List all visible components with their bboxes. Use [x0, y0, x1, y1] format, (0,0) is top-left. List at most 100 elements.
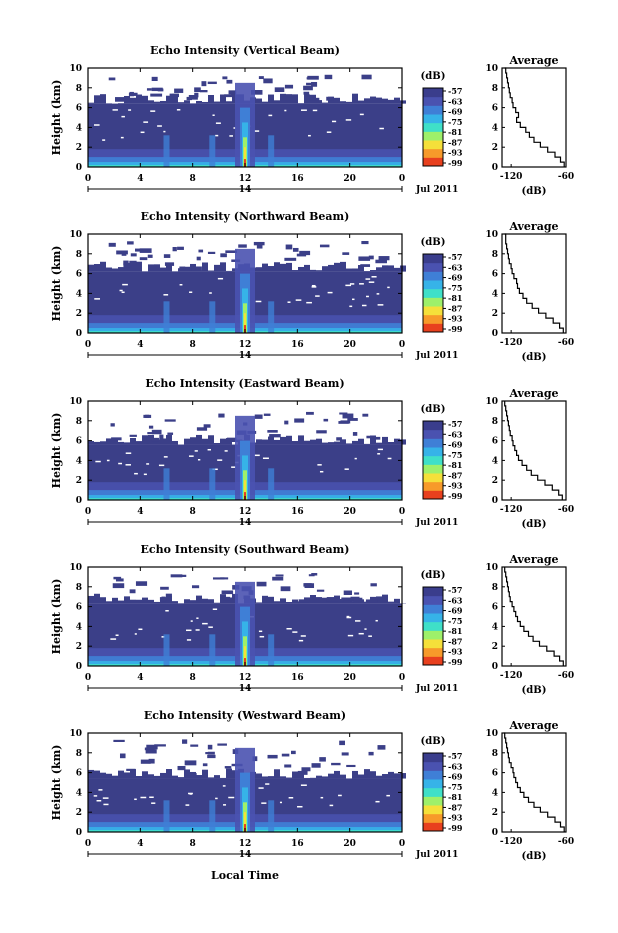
gap-cell [202, 623, 208, 625]
echo-top-cell [130, 438, 136, 445]
gap-cell [208, 449, 211, 451]
y-tick-label: 4 [76, 788, 82, 798]
colorbar-segment [423, 753, 443, 762]
echo-cell [285, 85, 293, 89]
echo-cell [208, 252, 215, 254]
colorbar-tick-label: -87 [448, 802, 462, 812]
echo-top-cell [178, 777, 184, 778]
gap-cell [359, 283, 364, 285]
echo-top-cell [178, 102, 184, 103]
y-tick-label: 4 [76, 289, 82, 299]
echo-top-cell [268, 597, 274, 604]
echo-cell [293, 248, 299, 252]
colorbar-tick-label: -69 [448, 606, 463, 616]
gap-cell [345, 468, 349, 470]
colorbar-tick-label: -63 [448, 595, 463, 605]
echo-cell [325, 75, 333, 79]
echo-cell [369, 752, 374, 755]
echo-top-cell [196, 101, 202, 104]
echo-top-cell [208, 599, 214, 603]
panel-5: Echo Intensity (Westward Beam)1086420Hei… [50, 709, 574, 862]
echo-top-cell [184, 599, 190, 603]
echo-top-cell [400, 265, 406, 271]
echo-cell [379, 256, 390, 260]
echo-top-cell [142, 598, 148, 604]
echo-cell [339, 412, 347, 414]
echo-top-cell [148, 774, 154, 778]
date-day: 14 [239, 351, 252, 361]
gap-cell [359, 633, 364, 635]
gap-cell [355, 620, 360, 622]
gap-cell [375, 801, 379, 803]
x-tick-label: 0 [399, 174, 405, 184]
gap-cell [189, 455, 194, 457]
echo-top-cell [382, 265, 388, 271]
echo-top-cell [262, 776, 268, 778]
echo-top-cell [196, 435, 202, 445]
bump [164, 468, 170, 500]
echo-top-cell [388, 602, 394, 604]
y-tick-label: 2 [76, 143, 82, 153]
echo-cell [179, 267, 185, 270]
colorbar-segment [423, 464, 443, 473]
gap-cell [377, 453, 380, 455]
gap-cell [121, 116, 125, 118]
avg-x-tick-label: -60 [558, 837, 574, 847]
avg-y-tick-label: 10 [485, 729, 498, 739]
gap-cell [216, 122, 221, 124]
echo-cell [342, 752, 349, 755]
colorbar-segment [423, 315, 443, 324]
echo-top-cell [346, 443, 352, 444]
echo-cell [378, 745, 386, 750]
bump [268, 800, 274, 832]
echo-top-cell [202, 102, 208, 104]
colorbar-tick-label: -93 [448, 647, 463, 657]
echo-top-cell [310, 778, 316, 779]
colorbar-tick-label: -75 [448, 117, 462, 127]
echo-top-cell [106, 268, 112, 272]
echo-top-cell [184, 439, 190, 445]
gap-cell [122, 292, 125, 294]
echo-cell [362, 414, 368, 417]
x-tick-label: 16 [291, 673, 304, 683]
colorbar-tick-label: -69 [448, 107, 463, 117]
colorbar-tick-label: -63 [448, 262, 463, 272]
echo-top-cell [160, 773, 166, 779]
colorbar-tick-label: -81 [448, 792, 462, 802]
gap-cell [180, 284, 183, 286]
gap-cell [347, 616, 350, 618]
echo-cell [123, 261, 128, 266]
gap-cell [157, 125, 162, 127]
echo-top-cell [286, 436, 292, 445]
avg-y-tick-label: 10 [485, 64, 498, 74]
gap-cell [116, 634, 119, 636]
echo-top-cell [214, 603, 220, 604]
average-title: Average [508, 553, 558, 566]
echo-cell [317, 590, 324, 592]
echo-cell [120, 754, 126, 759]
echo-top-cell [352, 268, 358, 271]
y-tick-label: 10 [69, 64, 82, 74]
echo-cell [282, 97, 294, 101]
avg-x-tick-label: -60 [558, 671, 574, 681]
gap-cell [289, 797, 294, 799]
x-tick-label: 12 [239, 839, 252, 849]
colorbar-segment [423, 105, 443, 114]
echo-top-cell [208, 777, 214, 778]
echo-cell [307, 76, 318, 80]
gap-cell [292, 631, 297, 633]
echo-cell [257, 244, 263, 249]
gap-cell [94, 298, 100, 300]
date-day: 14 [239, 518, 252, 528]
echo-top-cell [154, 776, 160, 779]
colorbar-segment [423, 822, 443, 831]
echo-cell [135, 249, 143, 252]
date-day: 14 [239, 185, 252, 195]
echo-top-cell [148, 100, 154, 103]
y-axis-label: Height (km) [50, 745, 63, 821]
echo-cell [185, 760, 197, 765]
echo-cell [115, 97, 124, 102]
colorbar-segment [423, 123, 443, 132]
echo-cell [198, 250, 203, 253]
x-tick-label: 0 [85, 340, 91, 350]
